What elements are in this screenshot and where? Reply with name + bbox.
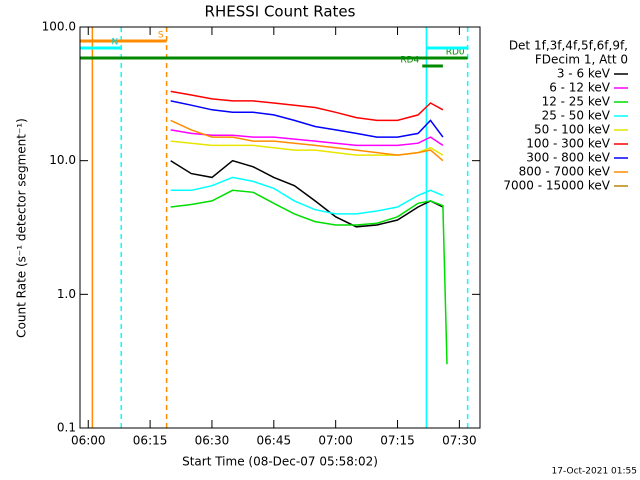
series-line <box>170 159 444 228</box>
series-line <box>170 90 444 122</box>
y-tick-label: 0.1 <box>57 421 76 435</box>
x-tick-label: 07:00 <box>318 434 353 448</box>
footer: 17-Oct-2021 01:55 <box>552 467 637 477</box>
x-tick-label: 07:15 <box>380 434 415 448</box>
legend-label: 7000 - 15000 keV <box>503 179 610 193</box>
series-line <box>170 119 444 162</box>
legend-label: 300 - 800 keV <box>526 151 610 165</box>
legend-label: 25 - 50 keV <box>542 109 611 123</box>
interval-label: RD0 <box>446 48 465 58</box>
legend-label: 100 - 300 keV <box>526 137 610 151</box>
legend-title: Det 1f,3f,4f,5f,6f,9f, <box>509 39 628 53</box>
chart-title: RHESSI Count Rates <box>205 3 356 21</box>
x-tick-label: 06:45 <box>257 434 292 448</box>
series-line <box>170 129 444 147</box>
interval-label: S <box>158 31 164 41</box>
legend-label: 3 - 6 keV <box>557 67 611 81</box>
series-line <box>170 189 448 365</box>
series-line <box>170 176 444 215</box>
legend-label: 12 - 25 keV <box>542 95 611 109</box>
x-tick-label: 06:15 <box>133 434 168 448</box>
y-tick-label: 10.0 <box>49 153 76 167</box>
legend-label: 800 - 7000 keV <box>519 165 611 179</box>
x-tick-label: 06:00 <box>71 434 106 448</box>
legend-label: 6 - 12 keV <box>549 81 611 95</box>
y-tick-label: 100.0 <box>42 20 76 34</box>
x-tick-label: 07:30 <box>442 434 477 448</box>
y-tick-label: 1.0 <box>57 287 76 301</box>
x-axis-label: Start Time (08-Dec-07 05:58:02) <box>182 455 378 469</box>
plot-frame <box>79 26 481 429</box>
series-line <box>170 100 444 138</box>
legend-title: FDecim 1, Att 0 <box>535 53 628 67</box>
interval-label: RD4 <box>400 56 419 66</box>
x-tick-label: 06:30 <box>195 434 230 448</box>
legend-label: 50 - 100 keV <box>534 123 611 137</box>
interval-label: N <box>112 38 119 48</box>
y-axis-label: Count Rate (s⁻¹ detector segment⁻¹) <box>15 118 29 338</box>
series-line <box>170 140 444 156</box>
